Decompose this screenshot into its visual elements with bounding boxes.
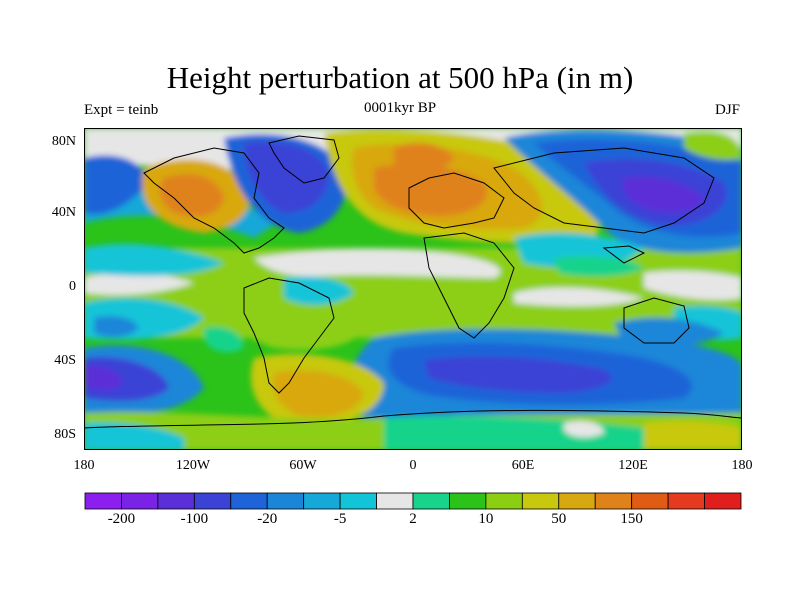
coastlines [84, 135, 742, 429]
lat-tick-40s: 40S [54, 353, 76, 368]
lon-tick-120e: 120E [618, 458, 648, 473]
colorbar-swatch [339, 492, 377, 510]
colorbar-swatch [157, 492, 195, 510]
colorbar-label: 50 [551, 511, 567, 527]
lat-tick-80s: 80S [54, 427, 76, 442]
plot-title: Height perturbation at 500 hPa (in m) [166, 60, 634, 95]
map-panel [84, 128, 742, 450]
colorbar-swatch [230, 492, 268, 510]
colorbar-label: 10 [478, 511, 494, 527]
colorbar-swatch [631, 492, 669, 510]
colorbar-swatch [485, 492, 523, 510]
colorbar-swatch [594, 492, 633, 510]
colorbar-swatch [558, 492, 596, 510]
colorbar-label: -100 [180, 511, 209, 527]
colorbar-label: -200 [107, 511, 136, 527]
colorbar-label: 150 [620, 511, 643, 527]
season-label: DJF [714, 102, 740, 118]
colorbar-swatch [704, 492, 742, 510]
lat-tick-80n: 80N [51, 134, 76, 149]
colorbar-swatch [449, 492, 487, 510]
colorbar-swatch [121, 492, 159, 510]
lat-tick-40n: 40N [51, 205, 76, 220]
colorbar-label: -20 [257, 511, 278, 527]
colorbar-label: -5 [333, 511, 347, 527]
map-frame [84, 128, 742, 450]
lon-tick-120w: 120W [175, 458, 211, 473]
colorbar-swatch [412, 492, 450, 510]
height-perturbation-field [84, 128, 742, 450]
colorbar-swatch [376, 492, 414, 510]
colorbar-swatch [667, 492, 705, 510]
lon-tick-180e: 180 [731, 458, 753, 473]
colorbar-swatch [303, 492, 341, 510]
colorbar-label: 2 [409, 511, 417, 527]
lon-tick-60e: 60E [511, 458, 535, 473]
colorbar-swatch [266, 492, 305, 510]
colorbar-swatch [521, 492, 560, 510]
lon-tick-0: 0 [409, 458, 417, 473]
colorbar-swatch [84, 492, 122, 510]
experiment-label: Expt = teinb [84, 102, 159, 118]
colorbar-swatch [193, 492, 232, 510]
lon-tick-60w: 60W [289, 458, 317, 473]
lat-tick-0: 0 [69, 279, 76, 294]
time-label: 0001kyr BP [363, 100, 437, 116]
lon-tick-180w: 180 [73, 458, 95, 473]
colorbar [84, 492, 742, 510]
